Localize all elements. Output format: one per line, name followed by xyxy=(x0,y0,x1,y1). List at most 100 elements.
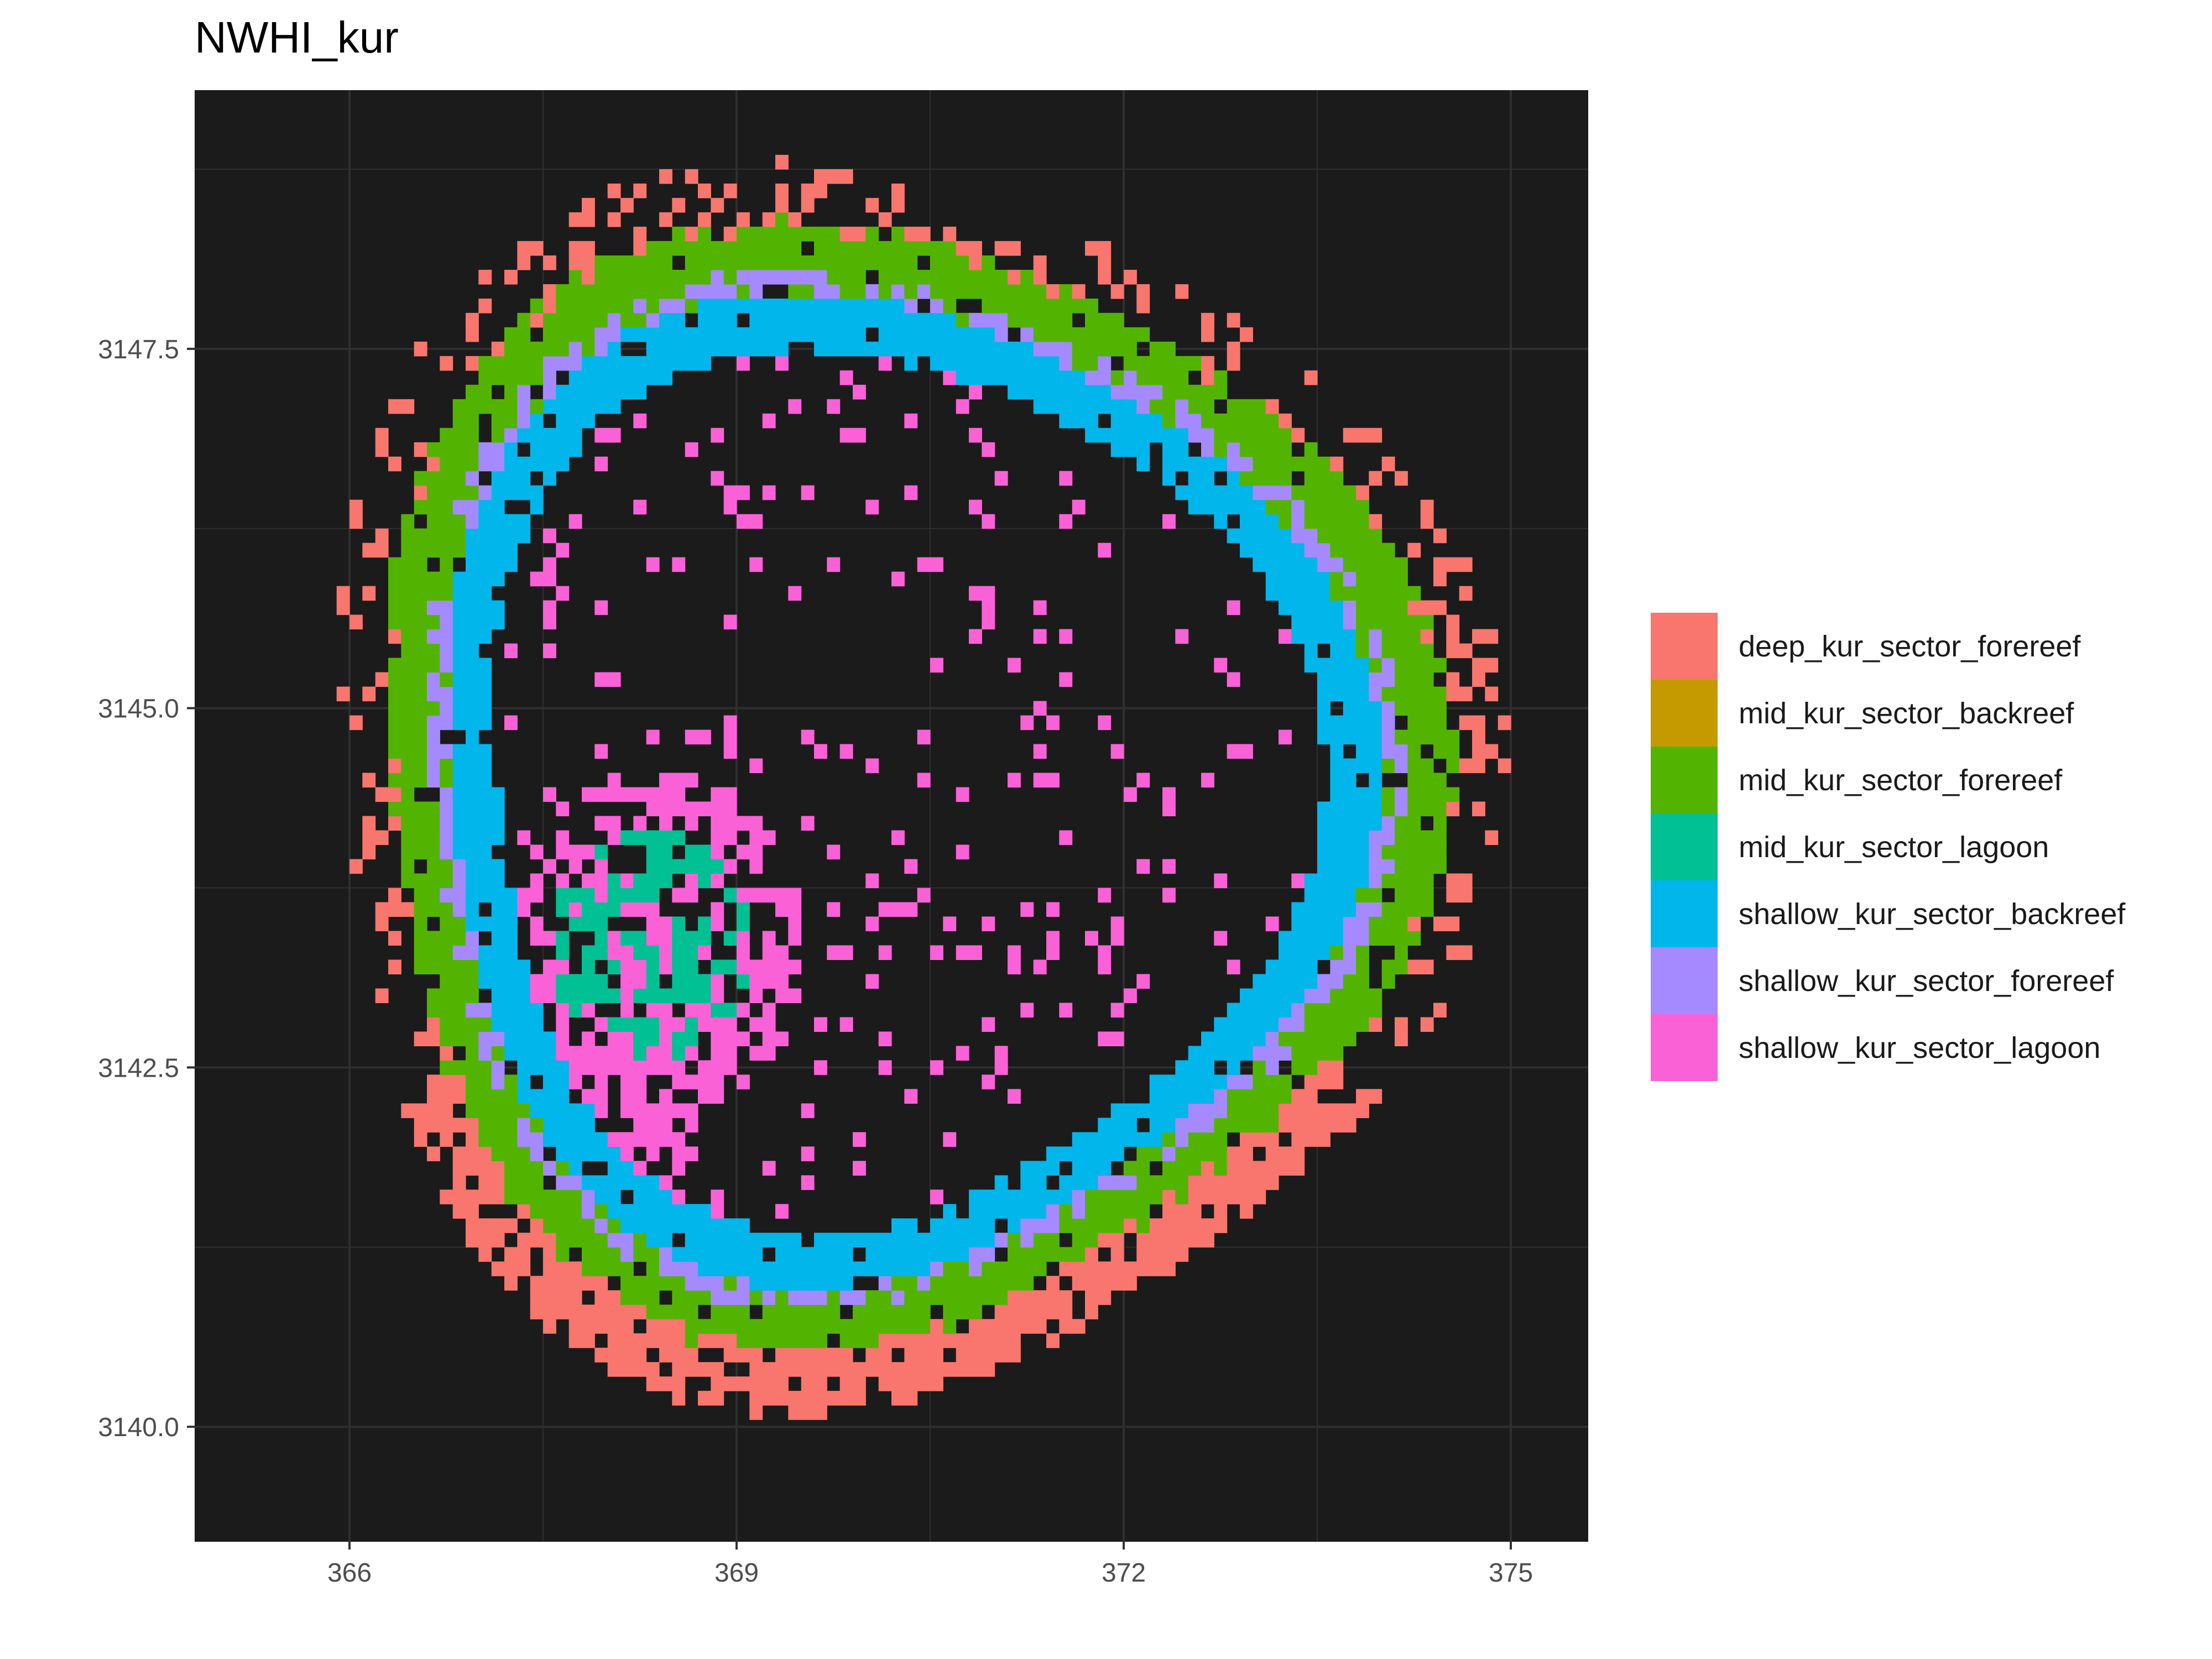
raster-cell xyxy=(1433,701,1447,716)
raster-cell xyxy=(956,1276,969,1291)
raster-cell xyxy=(994,269,1008,285)
raster-cell xyxy=(1214,384,1228,400)
raster-cell xyxy=(582,1003,595,1018)
raster-cell xyxy=(1291,1146,1305,1161)
raster-cell xyxy=(1240,1017,1253,1032)
raster-cell xyxy=(362,844,376,860)
raster-cell xyxy=(556,312,570,328)
raster-cell xyxy=(917,1305,931,1319)
raster-cell xyxy=(478,298,492,314)
raster-cell xyxy=(530,1089,544,1104)
raster-cell xyxy=(427,456,440,472)
raster-cell xyxy=(620,356,634,371)
raster-cell xyxy=(1395,686,1408,702)
raster-cell xyxy=(878,212,892,227)
raster-cell xyxy=(814,255,827,270)
raster-cell xyxy=(440,816,453,831)
raster-cell xyxy=(530,888,544,903)
raster-cell xyxy=(1317,672,1331,687)
raster-cell xyxy=(530,399,544,414)
raster-cell xyxy=(1033,370,1047,385)
raster-cell xyxy=(646,945,660,960)
raster-cell xyxy=(414,542,427,558)
raster-cell xyxy=(1124,1218,1137,1233)
raster-cell xyxy=(1343,729,1357,745)
raster-cell xyxy=(491,1031,505,1046)
raster-cell xyxy=(1343,557,1357,572)
raster-cell xyxy=(698,729,711,745)
raster-cell xyxy=(1059,1175,1073,1190)
raster-cell xyxy=(491,1060,505,1075)
raster-cell xyxy=(749,758,763,774)
raster-cell xyxy=(1072,356,1086,371)
raster-cell xyxy=(1330,658,1344,673)
raster-cell xyxy=(1020,715,1034,731)
raster-cell xyxy=(737,974,750,989)
raster-cell xyxy=(401,715,415,731)
raster-cell xyxy=(427,514,440,529)
raster-cell xyxy=(1317,1103,1331,1118)
raster-cell xyxy=(1498,758,1511,774)
raster-cell xyxy=(1253,1017,1266,1032)
raster-cell xyxy=(401,658,415,673)
raster-cell xyxy=(1110,916,1124,931)
raster-cell xyxy=(1240,1146,1253,1161)
raster-cell xyxy=(582,959,595,974)
raster-cell xyxy=(1033,1290,1047,1305)
raster-cell xyxy=(1381,701,1395,716)
raster-cell xyxy=(698,1017,711,1032)
raster-cell xyxy=(1356,974,1369,989)
raster-cell xyxy=(839,1391,853,1406)
raster-cell xyxy=(543,931,556,946)
raster-cell xyxy=(749,859,763,874)
raster-cell xyxy=(1098,1261,1112,1276)
raster-cell xyxy=(1291,1031,1305,1046)
raster-cell xyxy=(969,1247,982,1262)
y-tick-label: 3142.5 xyxy=(98,1053,179,1083)
raster-cell xyxy=(568,974,582,989)
raster-cell xyxy=(956,787,969,802)
raster-cell xyxy=(788,988,802,1003)
raster-cell xyxy=(878,945,892,960)
raster-cell xyxy=(646,269,660,285)
raster-cell xyxy=(685,442,698,457)
raster-cell xyxy=(1188,356,1202,371)
raster-cell xyxy=(698,1060,711,1075)
raster-cell xyxy=(1046,327,1060,342)
raster-cell xyxy=(582,341,595,357)
raster-cell xyxy=(775,327,789,342)
raster-cell xyxy=(814,1362,827,1377)
raster-cell xyxy=(440,988,453,1003)
raster-cell xyxy=(594,1089,608,1104)
raster-cell xyxy=(466,643,479,659)
raster-cell xyxy=(698,945,711,960)
raster-cell xyxy=(478,1175,492,1190)
raster-cell xyxy=(1317,514,1331,529)
raster-cell xyxy=(556,988,570,1003)
raster-cell xyxy=(788,241,802,256)
raster-cell xyxy=(466,356,479,371)
raster-cell xyxy=(1433,916,1447,931)
raster-cell xyxy=(1098,959,1112,974)
raster-cell xyxy=(491,370,505,385)
raster-cell xyxy=(1369,586,1383,601)
raster-cell xyxy=(1162,1261,1176,1276)
raster-cell xyxy=(633,974,647,989)
raster-cell xyxy=(775,1233,789,1248)
raster-cell xyxy=(1459,888,1473,903)
raster-cell xyxy=(685,1348,698,1363)
raster-cell xyxy=(452,888,466,903)
raster-cell xyxy=(659,801,672,817)
raster-cell xyxy=(1033,959,1047,974)
raster-cell xyxy=(478,1132,492,1147)
raster-cell xyxy=(956,1333,969,1348)
raster-cell xyxy=(401,729,415,745)
raster-cell xyxy=(827,902,841,917)
raster-cell xyxy=(427,1118,440,1133)
raster-cell xyxy=(478,686,492,702)
raster-cell xyxy=(685,1233,698,1248)
raster-cell xyxy=(723,931,737,946)
raster-cell xyxy=(839,1233,853,1248)
raster-cell xyxy=(517,384,531,400)
raster-cell xyxy=(762,1305,776,1319)
